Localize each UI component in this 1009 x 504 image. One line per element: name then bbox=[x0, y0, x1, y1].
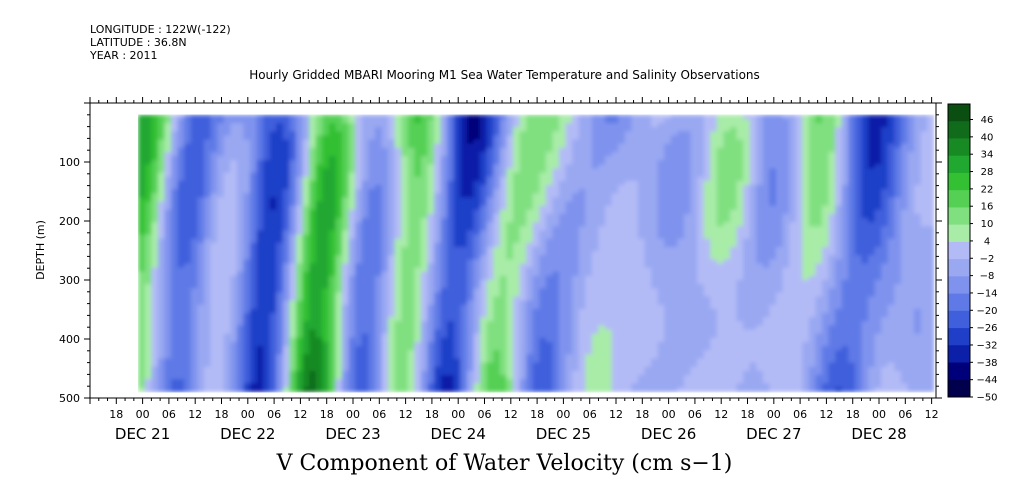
x-tick-label: 12 bbox=[819, 408, 833, 421]
colorbar-swatch bbox=[948, 310, 970, 329]
date-label: DEC 23 bbox=[325, 425, 380, 443]
date-label: DEC 22 bbox=[220, 425, 275, 443]
x-tick-label: 06 bbox=[372, 408, 386, 421]
colorbar-label: −20 bbox=[976, 306, 997, 317]
colorbar-swatch bbox=[948, 241, 970, 260]
x-tick-label: 18 bbox=[215, 408, 229, 421]
x-tick-label: 06 bbox=[267, 408, 281, 421]
colorbar-label: −32 bbox=[976, 340, 997, 351]
plot-frame bbox=[89, 102, 937, 399]
x-tick-label: 12 bbox=[714, 408, 728, 421]
y-tick-label: 400 bbox=[59, 333, 80, 346]
y-tick-label: 200 bbox=[59, 215, 80, 228]
colorbar-label: 34 bbox=[981, 150, 994, 161]
colorbar-swatch bbox=[948, 328, 970, 346]
x-tick-label: 00 bbox=[241, 408, 255, 421]
longitude-label: LONGITUDE : 122W(-122) bbox=[90, 23, 231, 36]
colorbar-swatch bbox=[948, 362, 970, 381]
date-label: DEC 27 bbox=[746, 425, 801, 443]
colorbar-label: 22 bbox=[981, 184, 994, 195]
x-tick-label: 18 bbox=[846, 408, 860, 421]
year-label: YEAR : 2011 bbox=[90, 49, 158, 62]
x-tick-label: 00 bbox=[556, 408, 570, 421]
colorbar-swatch bbox=[948, 379, 970, 398]
colorbar-swatch bbox=[948, 138, 970, 157]
colorbar-swatch bbox=[948, 190, 970, 208]
y-tick-label: 100 bbox=[59, 156, 80, 169]
colorbar: 46 40 34 28 22 16 10 4 −2 −8 −14 −20 −26 −32 −38 −44 −50 bbox=[947, 103, 998, 404]
velocity-field bbox=[138, 114, 935, 393]
x-tick-label: 06 bbox=[162, 408, 176, 421]
date-label: DEC 28 bbox=[851, 425, 906, 443]
x-tick-label: 18 bbox=[109, 408, 123, 421]
x-tick-label: 12 bbox=[188, 408, 202, 421]
x-tick-label: 06 bbox=[478, 408, 492, 421]
date-label: DEC 26 bbox=[641, 425, 696, 443]
colorbar-swatch bbox=[948, 293, 970, 312]
colorbar-label: 4 bbox=[984, 236, 990, 247]
colorbar-swatch bbox=[948, 172, 970, 191]
colorbar-label: 46 bbox=[981, 115, 994, 126]
colorbar-label: −50 bbox=[976, 393, 997, 404]
x-tick-label: 06 bbox=[793, 408, 807, 421]
y-tick-label: 500 bbox=[59, 392, 80, 405]
colorbar-label: −26 bbox=[976, 323, 997, 334]
x-tick-label: 12 bbox=[925, 408, 939, 421]
x-tick-label: 18 bbox=[320, 408, 334, 421]
y-tick-label: 300 bbox=[59, 274, 80, 287]
colorbar-label: −38 bbox=[976, 358, 997, 369]
colorbar-label: 28 bbox=[981, 167, 994, 178]
variable-title: V Component of Water Velocity (cm s−1) bbox=[276, 451, 733, 476]
x-tick-label: 12 bbox=[399, 408, 413, 421]
colorbar-swatch bbox=[948, 104, 970, 122]
x-tick-label: 06 bbox=[583, 408, 597, 421]
colorbar-label: 40 bbox=[981, 132, 994, 143]
chart-title: Hourly Gridded MBARI Mooring M1 Sea Wate… bbox=[249, 68, 760, 82]
x-tick-label: 18 bbox=[741, 408, 755, 421]
x-tick-label: 00 bbox=[136, 408, 150, 421]
colorbar-swatch bbox=[948, 155, 970, 174]
colorbar-swatch bbox=[948, 259, 970, 277]
colorbar-swatch bbox=[948, 276, 970, 294]
colorbar-swatch bbox=[948, 121, 970, 139]
x-tick-label: 12 bbox=[504, 408, 518, 421]
x-tick-label: 12 bbox=[609, 408, 623, 421]
colorbar-label: −44 bbox=[976, 375, 997, 386]
x-tick-label: 00 bbox=[662, 408, 676, 421]
date-label: DEC 21 bbox=[115, 425, 170, 443]
colorbar-swatch bbox=[948, 224, 970, 243]
colorbar-label: 10 bbox=[981, 219, 994, 230]
x-tick-label: 00 bbox=[767, 408, 781, 421]
y-axis-label: DEPTH (m) bbox=[34, 220, 47, 280]
date-label: DEC 24 bbox=[431, 425, 486, 443]
x-tick-label: 00 bbox=[346, 408, 360, 421]
x-tick-label: 06 bbox=[688, 408, 702, 421]
date-label: DEC 25 bbox=[536, 425, 591, 443]
x-tick-label: 06 bbox=[898, 408, 912, 421]
x-tick-label: 18 bbox=[530, 408, 544, 421]
colorbar-label: −2 bbox=[980, 254, 995, 265]
colorbar-label: 16 bbox=[981, 202, 994, 213]
colorbar-swatch bbox=[948, 345, 970, 363]
colorbar-label: −14 bbox=[976, 288, 997, 299]
x-tick-label: 12 bbox=[293, 408, 307, 421]
colorbar-label: −8 bbox=[980, 271, 995, 282]
x-tick-label: 00 bbox=[872, 408, 886, 421]
x-tick-label: 18 bbox=[425, 408, 439, 421]
x-tick-label: 00 bbox=[451, 408, 465, 421]
latitude-label: LATITUDE : 36.8N bbox=[90, 36, 187, 49]
x-tick-label: 18 bbox=[635, 408, 649, 421]
colorbar-swatch bbox=[948, 207, 970, 226]
